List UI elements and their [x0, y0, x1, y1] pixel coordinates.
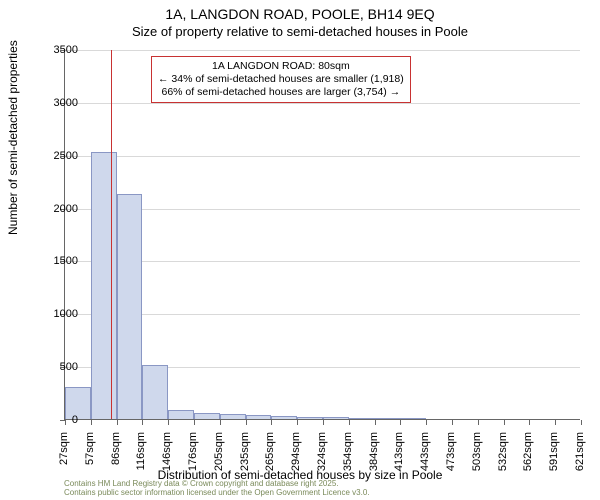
footer-line-2: Contains public sector information licen… — [64, 489, 370, 498]
ytick-label: 2000 — [38, 203, 78, 215]
xtick-mark — [168, 420, 169, 425]
histogram-bar — [91, 152, 117, 419]
xtick-label: 57sqm — [84, 432, 96, 480]
annotation-line: ← 34% of semi-detached houses are smalle… — [158, 73, 404, 86]
xtick-label: 354sqm — [342, 432, 354, 480]
histogram-bar — [246, 415, 272, 419]
gridline — [65, 156, 580, 157]
xtick-label: 176sqm — [187, 432, 199, 480]
histogram-bar — [375, 418, 401, 419]
histogram-bar — [400, 418, 426, 419]
xtick-label: 116sqm — [135, 432, 147, 480]
xtick-mark — [452, 420, 453, 425]
xtick-mark — [117, 420, 118, 425]
histogram-bar — [142, 365, 168, 419]
chart-title-sub: Size of property relative to semi-detach… — [0, 22, 600, 39]
histogram-bar — [220, 414, 246, 419]
xtick-label: 86sqm — [110, 432, 122, 480]
xtick-label: 294sqm — [290, 432, 302, 480]
plot-region: 1A LANGDON ROAD: 80sqm← 34% of semi-deta… — [64, 50, 580, 420]
xtick-label: 265sqm — [264, 432, 276, 480]
xtick-mark — [271, 420, 272, 425]
xtick-mark — [142, 420, 143, 425]
xtick-label: 503sqm — [471, 432, 483, 480]
xtick-label: 443sqm — [419, 432, 431, 480]
xtick-mark — [220, 420, 221, 425]
ytick-label: 500 — [38, 361, 78, 373]
ytick-label: 3500 — [38, 44, 78, 56]
xtick-label: 621sqm — [574, 432, 586, 480]
y-axis-label: Number of semi-detached properties — [6, 40, 20, 235]
xtick-label: 473sqm — [445, 432, 457, 480]
xtick-label: 532sqm — [497, 432, 509, 480]
xtick-mark — [194, 420, 195, 425]
xtick-label: 591sqm — [548, 432, 560, 480]
histogram-bar — [194, 413, 220, 419]
footer-attribution: Contains HM Land Registry data © Crown c… — [64, 480, 370, 498]
xtick-mark — [400, 420, 401, 425]
histogram-bar — [117, 194, 143, 419]
histogram-bar — [271, 416, 297, 419]
xtick-mark — [504, 420, 505, 425]
xtick-mark — [349, 420, 350, 425]
histogram-bar — [168, 410, 194, 420]
ytick-label: 2500 — [38, 150, 78, 162]
ytick-label: 1000 — [38, 308, 78, 320]
xtick-mark — [297, 420, 298, 425]
ytick-label: 3000 — [38, 97, 78, 109]
annotation-line: 1A LANGDON ROAD: 80sqm — [158, 60, 404, 73]
xtick-label: 324sqm — [316, 432, 328, 480]
xtick-label: 235sqm — [239, 432, 251, 480]
gridline — [65, 50, 580, 51]
histogram-bar — [323, 417, 349, 419]
histogram-bar — [349, 418, 375, 419]
xtick-label: 27sqm — [58, 432, 70, 480]
xtick-label: 413sqm — [393, 432, 405, 480]
xtick-label: 146sqm — [161, 432, 173, 480]
chart-title-main: 1A, LANGDON ROAD, POOLE, BH14 9EQ — [0, 0, 600, 22]
xtick-mark — [478, 420, 479, 425]
reference-line — [111, 50, 112, 419]
xtick-mark — [323, 420, 324, 425]
chart-container: 1A, LANGDON ROAD, POOLE, BH14 9EQ Size o… — [0, 0, 600, 500]
xtick-mark — [246, 420, 247, 425]
xtick-mark — [529, 420, 530, 425]
xtick-label: 562sqm — [522, 432, 534, 480]
xtick-mark — [581, 420, 582, 425]
ytick-label: 1500 — [38, 255, 78, 267]
xtick-label: 205sqm — [213, 432, 225, 480]
annotation-line: 66% of semi-detached houses are larger (… — [158, 86, 404, 99]
xtick-mark — [555, 420, 556, 425]
xtick-mark — [426, 420, 427, 425]
ytick-label: 0 — [38, 414, 78, 426]
xtick-mark — [91, 420, 92, 425]
xtick-mark — [375, 420, 376, 425]
annotation-box: 1A LANGDON ROAD: 80sqm← 34% of semi-deta… — [151, 56, 411, 103]
xtick-label: 384sqm — [368, 432, 380, 480]
histogram-bar — [297, 417, 323, 419]
chart-area: 1A LANGDON ROAD: 80sqm← 34% of semi-deta… — [64, 50, 580, 420]
